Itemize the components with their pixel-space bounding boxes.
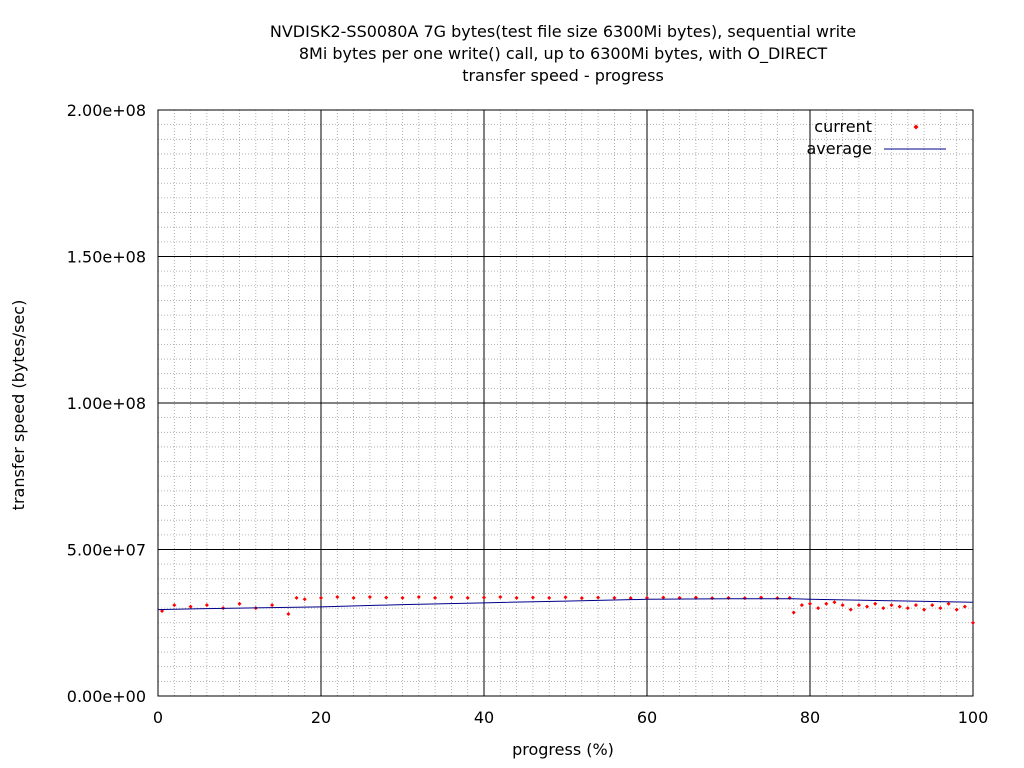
x-tick-label: 20: [311, 708, 331, 727]
y-tick-label: 0.00e+00: [67, 687, 146, 706]
data-point-current: [172, 603, 177, 608]
data-point-current: [449, 595, 454, 600]
legend-marker-current: [913, 124, 919, 130]
title-line-1: NVDISK2-SS0080A 7G bytes(test file size …: [270, 22, 856, 41]
data-point-current: [286, 611, 291, 616]
data-point-current: [938, 606, 943, 611]
data-point-current: [889, 603, 894, 608]
data-point-current: [482, 595, 486, 600]
data-point-current: [913, 603, 918, 608]
data-point-current: [930, 603, 935, 608]
data-point-current: [946, 601, 951, 606]
title-line-3: transfer speed - progress: [462, 66, 664, 85]
data-point-current: [160, 609, 165, 614]
minor-grid: [158, 110, 973, 696]
y-tick-label: 1.00e+08: [67, 394, 146, 413]
data-point-current: [237, 601, 242, 606]
data-point-current: [400, 595, 405, 600]
y-tick-label: 1.50e+08: [67, 248, 146, 267]
data-point-current: [710, 596, 715, 601]
data-point-current: [962, 604, 967, 609]
data-point-current: [787, 595, 792, 600]
data-point-current: [335, 594, 340, 599]
data-point-current: [628, 596, 633, 601]
data-point-current: [319, 595, 323, 600]
data-point-current: [416, 594, 421, 599]
data-point-current: [799, 603, 804, 608]
data-point-current: [832, 600, 837, 605]
data-point-current: [824, 601, 829, 606]
y-axis-label: transfer speed (bytes/sec): [9, 300, 28, 511]
data-point-current: [433, 595, 438, 600]
data-point-current: [816, 606, 821, 611]
data-point-current: [848, 607, 853, 612]
data-point-current: [840, 603, 845, 608]
y-axis-tick-labels: 0.00e+00 5.00e+07 1.00e+08 1.50e+08 2.00e+08: [67, 101, 146, 706]
y-tick-label: 5.00e+07: [67, 541, 146, 560]
y-tick-label: 2.00e+08: [67, 101, 146, 120]
chart-title: NVDISK2-SS0080A 7G bytes(test file size …: [270, 22, 856, 85]
data-point-current: [856, 603, 861, 608]
legend-label-current: current: [814, 117, 872, 136]
data-point-current: [742, 596, 747, 601]
data-point-current: [530, 595, 535, 600]
data-point-current: [661, 595, 666, 600]
x-tick-label: 80: [800, 708, 820, 727]
data-point-current: [922, 607, 927, 612]
data-point-current: [270, 603, 275, 608]
data-point-current: [791, 610, 796, 615]
data-point-current: [897, 604, 902, 609]
data-point-current: [596, 595, 601, 600]
data-point-current: [547, 595, 552, 600]
data-point-current: [905, 606, 910, 611]
x-tick-label: 60: [637, 708, 657, 727]
data-point-current: [971, 620, 975, 625]
x-tick-label: 40: [474, 708, 494, 727]
data-point-current: [302, 597, 307, 602]
data-point-current: [873, 601, 878, 606]
data-point-current: [465, 595, 470, 600]
axis-ticks: [157, 109, 974, 697]
data-point-current: [775, 596, 780, 601]
series-layer: [157, 594, 975, 625]
data-point-current: [294, 595, 299, 600]
title-line-2: 8Mi bytes per one write() call, up to 63…: [299, 44, 828, 64]
data-point-current: [498, 594, 503, 599]
legend-label-average: average: [807, 139, 873, 158]
data-point-current: [612, 595, 617, 600]
x-axis-label: progress (%): [512, 740, 614, 759]
data-point-current: [514, 595, 519, 600]
data-point-current: [881, 606, 886, 611]
x-tick-label: 0: [153, 708, 163, 727]
series-line-average: [157, 598, 974, 611]
data-point-current: [188, 604, 193, 609]
data-point-current: [384, 595, 389, 600]
x-tick-label: 100: [958, 708, 989, 727]
data-point-current: [563, 595, 568, 600]
data-point-current: [726, 595, 731, 600]
x-axis-tick-labels: 0 20 40 60 80 100: [153, 708, 988, 727]
data-point-current: [204, 603, 209, 608]
legend: current average: [807, 117, 946, 158]
data-point-current: [865, 604, 870, 609]
data-point-current: [954, 607, 959, 612]
data-point-current: [808, 601, 812, 606]
data-point-current: [579, 596, 584, 601]
data-point-current: [351, 595, 356, 600]
data-point-current: [367, 594, 372, 599]
